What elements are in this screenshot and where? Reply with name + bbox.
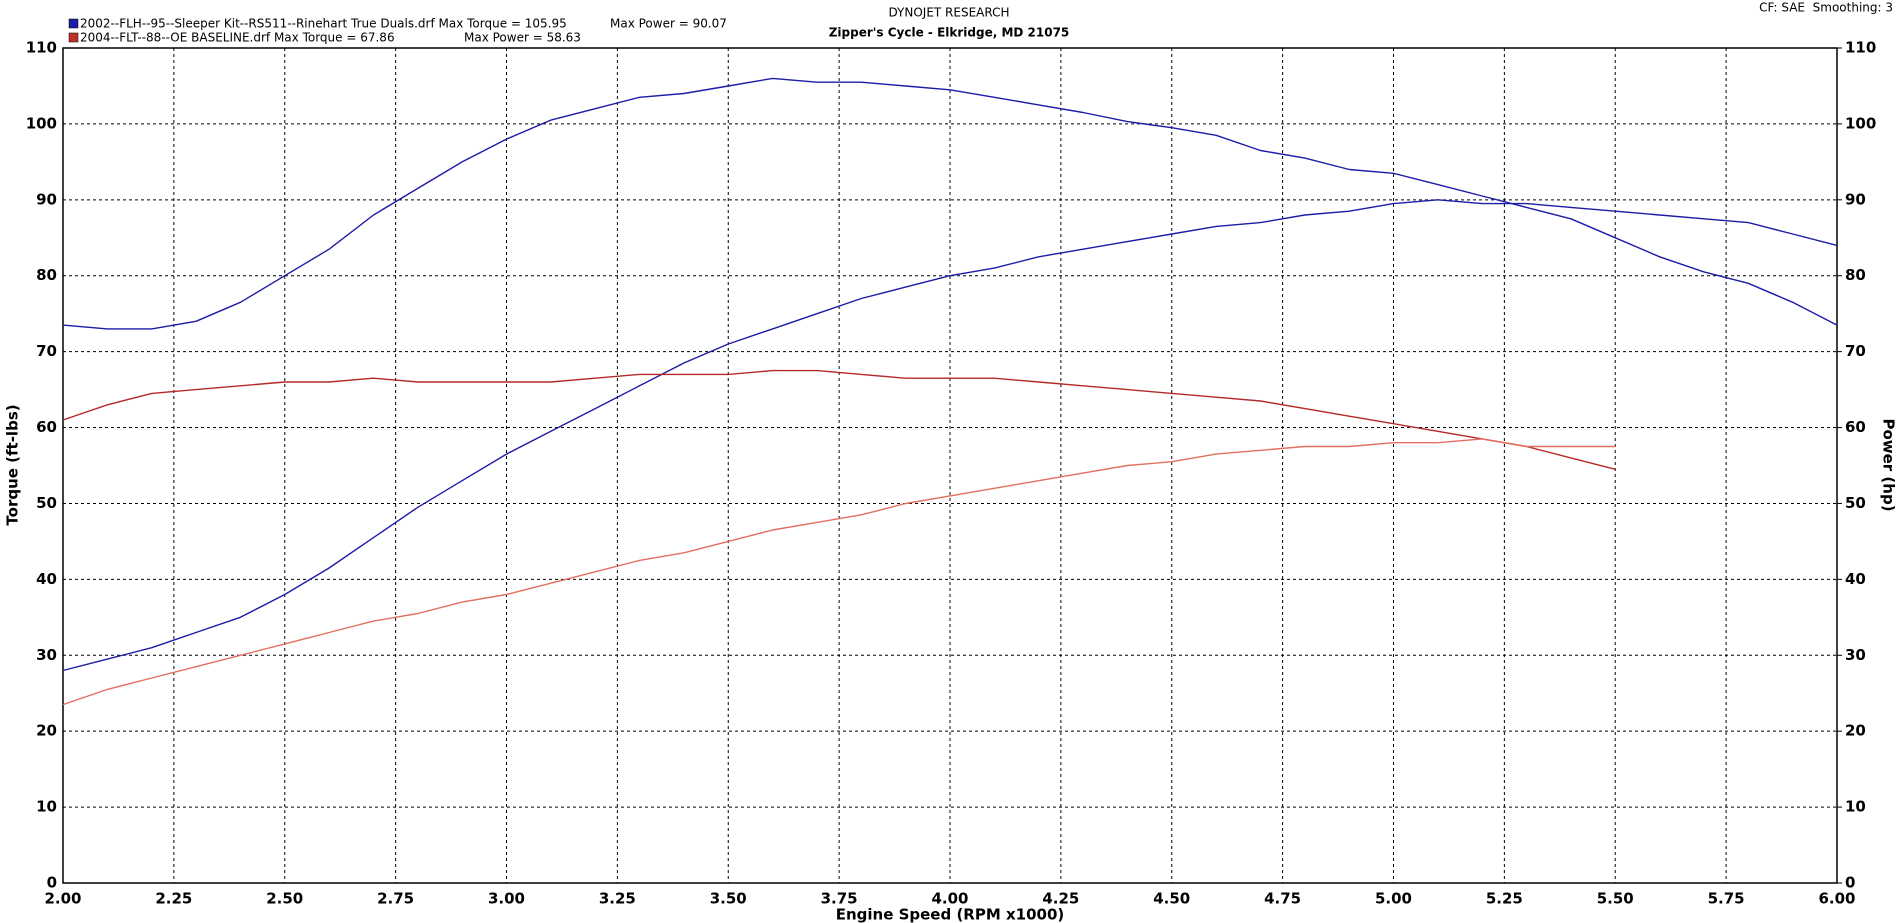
y-tick-label: 50 bbox=[36, 494, 57, 512]
y-tick-label: 30 bbox=[36, 646, 57, 664]
x-tick-label: 3.75 bbox=[821, 890, 858, 908]
x-tick-label: 2.50 bbox=[266, 890, 303, 908]
x-tick-label: 2.75 bbox=[377, 890, 414, 908]
series-line bbox=[62, 199, 1838, 672]
plot-frame bbox=[62, 47, 1838, 884]
x-tick-label: 3.25 bbox=[599, 890, 636, 908]
y-tick-label: 90 bbox=[36, 190, 57, 208]
x-tick-label: 5.75 bbox=[1708, 890, 1745, 908]
legend-swatch bbox=[68, 32, 79, 43]
y-tick-label: 20 bbox=[36, 722, 57, 740]
y2-tick-label: 90 bbox=[1845, 190, 1866, 208]
y2-axis-label: Power (hp) bbox=[1880, 418, 1898, 511]
y-tick-label: 80 bbox=[36, 266, 57, 284]
y2-tick-label: 70 bbox=[1845, 342, 1866, 360]
y-tick-label: 0 bbox=[47, 874, 57, 892]
chart-title: DYNOJET RESEARCH bbox=[888, 6, 1009, 20]
x-tick-label: 3.00 bbox=[488, 890, 525, 908]
x-tick-label: 2.25 bbox=[155, 890, 192, 908]
y-tick-label: 70 bbox=[36, 342, 57, 360]
x-tick-label: 3.50 bbox=[710, 890, 747, 908]
legend-label: 2002--FLH--95--Sleeper Kit--RS511--Rineh… bbox=[80, 17, 567, 31]
x-tick-label: 2.00 bbox=[44, 890, 81, 908]
y2-tick-label: 60 bbox=[1845, 418, 1866, 436]
legend-label: 2004--FLT--88--OE BASELINE.drf Max Torqu… bbox=[80, 31, 395, 45]
x-tick-label: 4.50 bbox=[1153, 890, 1190, 908]
y2-tick-label: 10 bbox=[1845, 798, 1866, 816]
y-tick-label: 10 bbox=[36, 798, 57, 816]
series-line bbox=[62, 369, 1616, 470]
x-tick-label: 4.00 bbox=[931, 890, 968, 908]
series-line bbox=[62, 77, 1838, 330]
legend-power: Max Power = 90.07 bbox=[610, 17, 727, 31]
x-tick-label: 4.25 bbox=[1042, 890, 1079, 908]
y2-tick-label: 0 bbox=[1845, 874, 1855, 892]
legend-power: Max Power = 58.63 bbox=[464, 31, 581, 45]
y2-tick-label: 40 bbox=[1845, 570, 1866, 588]
series-line bbox=[62, 438, 1616, 706]
y2-tick-label: 30 bbox=[1845, 646, 1866, 664]
y-tick-label: 110 bbox=[26, 39, 57, 57]
settings-label: CF: SAE Smoothing: 3 bbox=[1759, 1, 1893, 15]
x-tick-label: 5.00 bbox=[1375, 890, 1412, 908]
y-axis-label: Torque (ft-lbs) bbox=[4, 404, 22, 525]
x-tick-label: 4.75 bbox=[1264, 890, 1301, 908]
chart-subtitle: Zipper's Cycle - Elkridge, MD 21075 bbox=[829, 26, 1070, 40]
x-tick-label: 5.25 bbox=[1486, 890, 1523, 908]
y2-tick-label: 50 bbox=[1845, 494, 1866, 512]
x-axis-label: Engine Speed (RPM x1000) bbox=[836, 906, 1065, 923]
legend-swatch bbox=[68, 18, 79, 29]
y2-tick-label: 80 bbox=[1845, 266, 1866, 284]
y-tick-label: 100 bbox=[26, 114, 57, 132]
y-tick-label: 60 bbox=[36, 418, 57, 436]
y-tick-label: 40 bbox=[36, 570, 57, 588]
x-tick-label: 5.50 bbox=[1597, 890, 1634, 908]
x-tick-label: 6.00 bbox=[1818, 890, 1855, 908]
y2-tick-label: 110 bbox=[1845, 39, 1876, 57]
y2-tick-label: 100 bbox=[1845, 114, 1876, 132]
y2-tick-label: 20 bbox=[1845, 722, 1866, 740]
